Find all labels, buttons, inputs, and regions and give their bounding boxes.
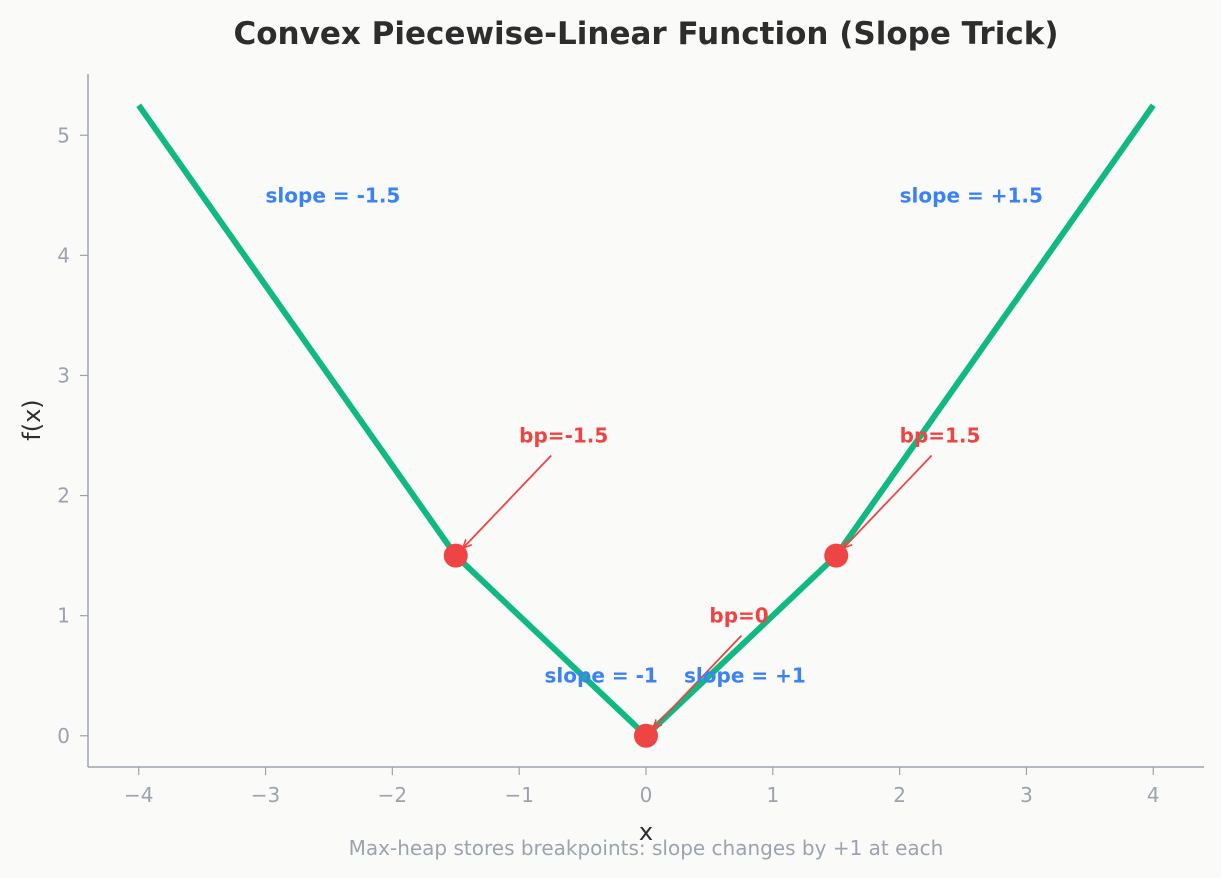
breakpoint-label: bp=0 [709,604,768,628]
slope-label: slope = -1.5 [266,183,401,207]
x-axis-label: x [639,818,653,846]
x-tick-label: 3 [1020,783,1033,807]
breakpoint-arrow [843,454,933,549]
y-tick-label: 3 [57,363,70,387]
breakpoint-arrow [653,635,743,729]
slope-label: slope = +1.5 [900,183,1043,207]
y-tick-label: 2 [57,484,70,508]
chart-caption: Max-heap stores breakpoints: slope chang… [349,836,944,860]
y-tick-label: 1 [57,604,70,628]
x-tick-label: −3 [251,783,280,807]
x-tick-label: 1 [766,783,779,807]
slope-label: slope = +1 [684,664,806,688]
axes: −4 −3 −2 −1 0 1 2 3 4 0 1 2 3 4 5 [57,74,1204,807]
x-tick-label: −2 [378,783,407,807]
x-tick-label: −4 [124,783,153,807]
x-tick-label: −1 [504,783,533,807]
slope-label: slope = -1 [545,664,658,688]
chart-title: Convex Piecewise-Linear Function (Slope … [234,16,1059,52]
annotation-layer: bp=-1.5 bp=0 bp=1.5 slope = -1.5 slope = -1 s… [266,183,1043,748]
x-tick-label: 0 [640,783,653,807]
breakpoint-marker [824,543,849,568]
breakpoint-marker [443,543,468,568]
y-tick-label: 5 [57,123,70,147]
breakpoint-marker [634,723,658,748]
y-axis-label: f(x) [18,399,46,440]
breakpoint-label: bp=-1.5 [519,424,608,448]
y-tick-label: 0 [57,724,70,748]
x-tick-label: 2 [893,783,906,807]
breakpoint-label: bp=1.5 [900,424,981,448]
breakpoint-arrow [463,454,552,549]
x-tick-label: 4 [1147,783,1160,807]
y-tick-label: 4 [57,243,70,267]
